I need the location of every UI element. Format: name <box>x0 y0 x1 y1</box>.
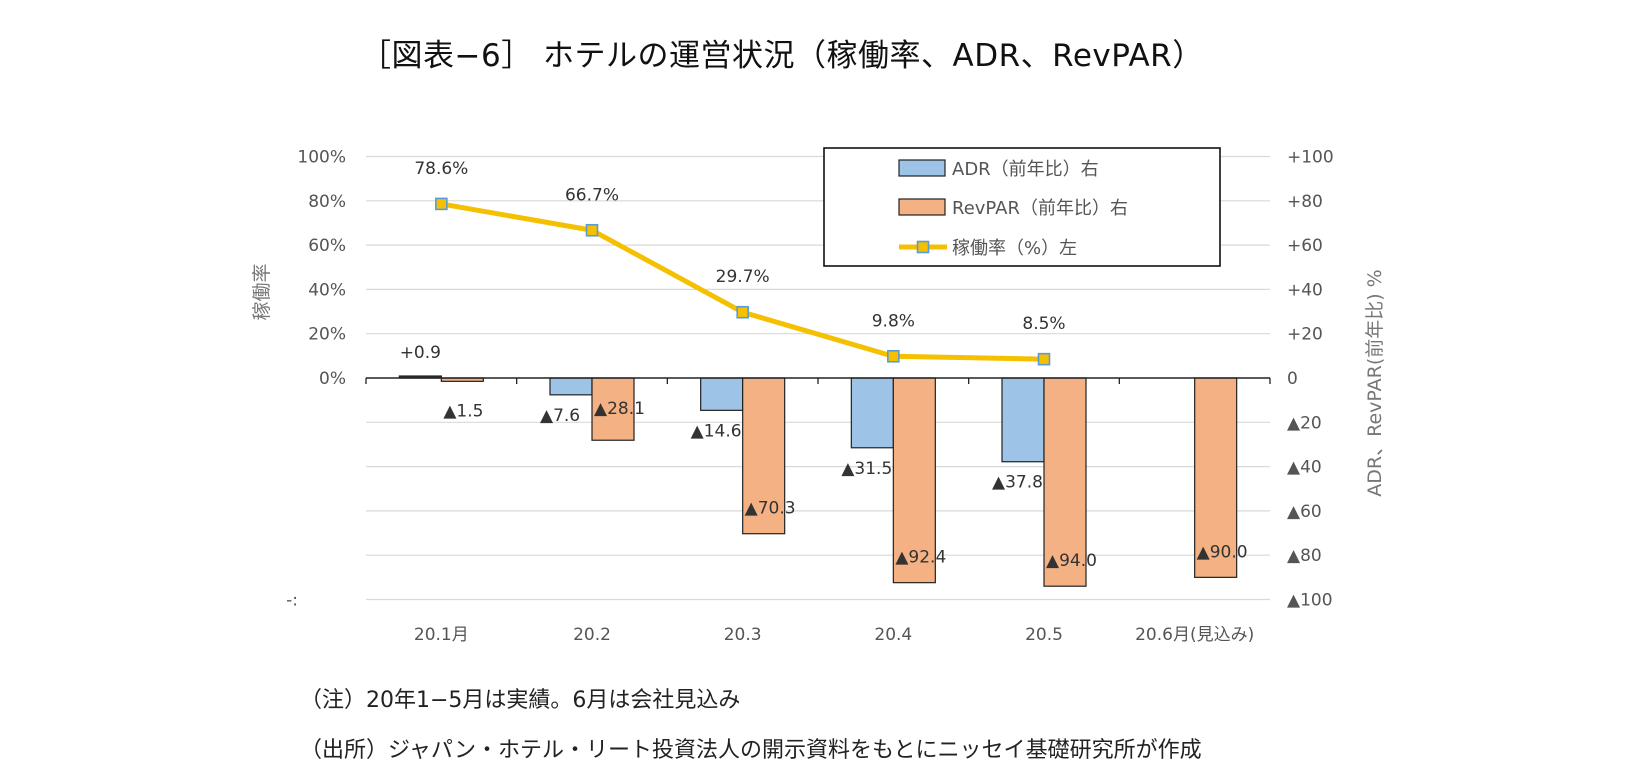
category-label: 20.6月(見込み) <box>1135 625 1254 645</box>
revpar-bar <box>1194 377 1238 578</box>
occupancy-data-label: 9.8% <box>872 311 915 331</box>
legend-box <box>823 147 1221 267</box>
footnote: （注）20年1−5月は実績。6月は会社見込み <box>300 688 741 713</box>
revpar-bar <box>1043 377 1087 587</box>
occupancy-marker <box>585 223 599 237</box>
legend-occupancy-label: 稼働率（%）左 <box>952 238 1077 259</box>
right-tick-label: +100 <box>1287 148 1334 168</box>
occupancy-line-series <box>435 197 1051 366</box>
adr-bar <box>1001 377 1045 463</box>
right-tick-label: ▲20 <box>1287 413 1322 433</box>
category-label: 20.1月 <box>414 625 469 645</box>
adr-data-label: ▲7.6 <box>540 406 580 426</box>
right-axis-title: ADR、RevPAR(前年比) % <box>1364 269 1386 496</box>
revpar-bar <box>892 377 936 584</box>
source-note: （出所）ジャパン・ホテル・リート投資法人の開示資料をもとにニッセイ基礎研究所が作… <box>300 738 1202 763</box>
left-tick-label: 80% <box>308 192 346 212</box>
occupancy-marker <box>887 349 900 363</box>
adr-data-label: ▲37.8 <box>992 473 1043 493</box>
left-tick-label: 20% <box>308 325 346 345</box>
legend-adr-label: ADR（前年比）右 <box>952 159 1099 180</box>
right-tick-label: +20 <box>1287 325 1323 345</box>
left-tick-label: 40% <box>308 280 346 300</box>
legend-occupancy-marker <box>916 240 930 254</box>
category-label: 20.4 <box>874 625 912 645</box>
chart-title: ［図表−6］ ホテルの運営状況（稼働率、ADR、RevPAR） <box>360 38 1204 74</box>
left-tick-label: 0% <box>319 369 346 389</box>
right-tick-label: 0 <box>1287 369 1298 389</box>
axes <box>365 377 1271 384</box>
revpar-data-label: ▲28.1 <box>594 399 645 419</box>
right-tick-label: ▲40 <box>1287 458 1322 478</box>
revpar-data-label: ▲92.4 <box>895 548 946 568</box>
occupancy-data-label: 78.6% <box>414 159 468 179</box>
right-tick-label: ▲80 <box>1287 546 1322 566</box>
category-label: 20.2 <box>573 625 611 645</box>
left-tick-label: 100% <box>297 148 346 168</box>
revpar-data-label: ▲94.0 <box>1046 551 1097 571</box>
legend-revpar-label: RevPAR（前年比）右 <box>952 198 1128 219</box>
legend-adr-swatch <box>898 159 946 177</box>
revpar-data-label: ▲70.3 <box>745 499 796 519</box>
adr-data-label: ▲14.6 <box>691 421 742 441</box>
adr-data-label: ▲31.5 <box>841 459 892 479</box>
legend-revpar-swatch <box>898 198 946 216</box>
gridlines <box>366 155 1270 601</box>
occupancy-data-label: 29.7% <box>716 267 770 287</box>
adr-data-label: +0.9 <box>400 343 441 363</box>
occupancy-marker <box>736 305 749 319</box>
left-axis-title: 稼働率 <box>251 263 273 320</box>
occupancy-marker <box>1037 352 1051 366</box>
revpar-bar <box>742 377 786 535</box>
bar-series <box>398 375 1238 587</box>
occupancy-data-label: 66.7% <box>565 185 619 205</box>
combo-chart: 100% 80% 60% 40% 20% 0% -: +100 +80 +60 +40 +20 0 ▲20… <box>251 147 1386 646</box>
adr-bar <box>549 377 593 396</box>
revpar-data-label: ▲90.0 <box>1197 542 1248 562</box>
occupancy-data-label: 8.5% <box>1022 314 1065 334</box>
occupancy-marker <box>435 197 448 211</box>
right-tick-label: ▲100 <box>1287 591 1333 611</box>
left-tick-label: -: <box>286 591 298 611</box>
right-tick-label: +40 <box>1287 280 1323 300</box>
category-label: 20.3 <box>724 625 762 645</box>
left-tick-label: 60% <box>308 236 346 256</box>
data-labels: 78.6% 66.7% 29.7% 9.8% 8.5% +0.9 ▲7.6 ▲14.6 ▲31.… <box>400 159 1248 571</box>
revpar-data-label: ▲1.5 <box>443 401 483 421</box>
right-tick-label: +60 <box>1287 236 1323 256</box>
adr-bar <box>850 377 894 449</box>
tick-labels: 100% 80% 60% 40% 20% 0% -: +100 +80 +60 +40 +20 0 ▲20… <box>251 148 1386 646</box>
category-label: 20.5 <box>1025 625 1063 645</box>
right-tick-label: +80 <box>1287 192 1323 212</box>
adr-bar <box>700 377 744 411</box>
right-tick-label: ▲60 <box>1287 502 1322 522</box>
